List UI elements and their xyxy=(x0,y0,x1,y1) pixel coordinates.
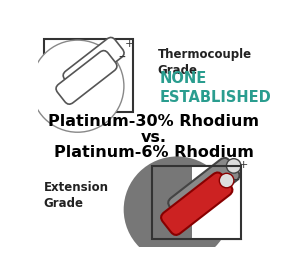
Text: +: + xyxy=(125,39,134,49)
FancyBboxPatch shape xyxy=(168,158,240,220)
Text: –: – xyxy=(118,51,125,65)
Circle shape xyxy=(219,173,234,188)
Bar xyxy=(152,166,241,239)
Text: vs.: vs. xyxy=(141,130,167,145)
Circle shape xyxy=(124,157,231,263)
Bar xyxy=(152,166,241,239)
Text: Platinum-30% Rhodium: Platinum-30% Rhodium xyxy=(48,114,259,129)
Text: Platinum-6% Rhodium: Platinum-6% Rhodium xyxy=(54,145,254,160)
Circle shape xyxy=(31,40,124,132)
Circle shape xyxy=(226,159,241,173)
Text: –: – xyxy=(232,174,239,188)
Bar xyxy=(44,39,133,112)
FancyBboxPatch shape xyxy=(161,173,232,235)
FancyBboxPatch shape xyxy=(56,51,117,104)
Text: +: + xyxy=(239,160,248,170)
Bar xyxy=(192,166,264,239)
Text: NONE
ESTABLISHED: NONE ESTABLISHED xyxy=(160,71,272,105)
Text: Thermocouple
Grade: Thermocouple Grade xyxy=(158,48,252,77)
FancyBboxPatch shape xyxy=(63,37,124,91)
Text: Extension
Grade: Extension Grade xyxy=(44,181,109,210)
